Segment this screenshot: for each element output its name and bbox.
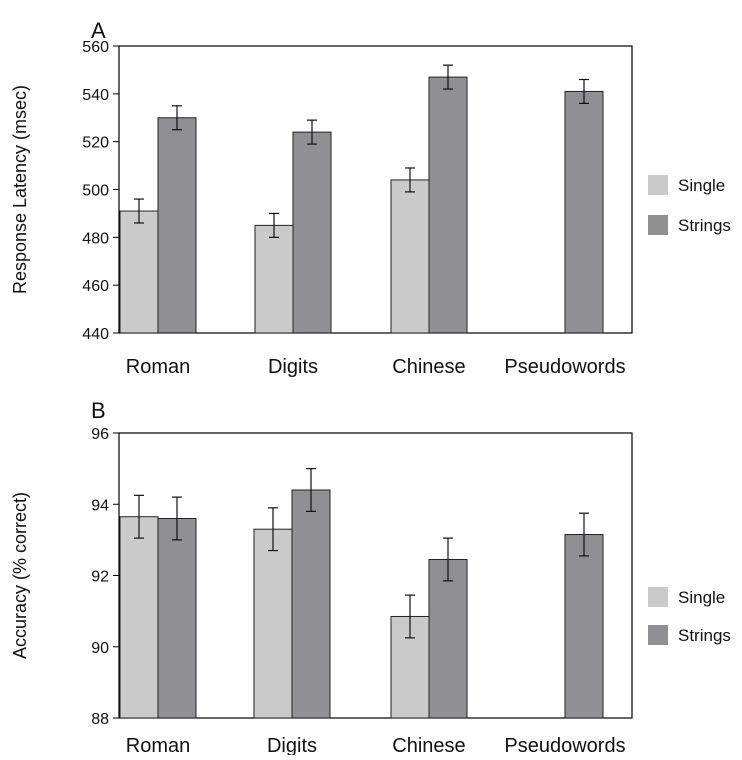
chart-panel-A: A 440 460 480 500 520 540 560 Response Latency (… (10, 18, 731, 378)
bar-single-digits (254, 224, 294, 334)
bar-strings-pseudowords (564, 90, 604, 334)
y-tick-label: 90 (91, 640, 109, 657)
y-axis-label: Response Latency (msec) (10, 85, 30, 294)
legend-swatch-single (648, 175, 668, 195)
bar-single-digits (253, 528, 293, 719)
y-tick-label: 94 (91, 497, 109, 514)
category-label: Pseudowords (504, 735, 625, 755)
y-tick-label: 460 (82, 278, 109, 295)
legend-label: Strings (678, 626, 731, 645)
y-tick-label: 480 (82, 230, 109, 247)
bar-strings-roman (157, 518, 197, 719)
category-label: Digits (267, 735, 317, 755)
y-tick-label: 96 (91, 426, 109, 443)
panel-letter: B (91, 398, 106, 423)
category-label: Digits (268, 356, 318, 378)
legend-label: Single (678, 588, 725, 607)
legend-label: Single (678, 176, 725, 195)
bar-single-roman (119, 210, 159, 334)
legend-swatch-strings (648, 215, 668, 235)
bar-single-roman (119, 516, 159, 719)
bar-strings-pseudowords (564, 534, 604, 719)
bar-strings-chinese (428, 76, 468, 334)
y-tick-label: 440 (82, 326, 109, 343)
bar-strings-chinese (428, 558, 468, 719)
bar-single-chinese (390, 179, 430, 334)
y-tick-label: 540 (82, 87, 109, 104)
bar-strings-digits (292, 131, 332, 334)
panel-letter: A (91, 18, 106, 43)
y-tick-label: 500 (82, 183, 109, 200)
category-label: Roman (126, 356, 190, 378)
category-label: Pseudowords (504, 356, 625, 378)
category-label: Chinese (392, 356, 465, 378)
legend-label: Strings (678, 216, 731, 235)
category-label: Roman (126, 735, 190, 755)
chart-panel-B: B 88 90 92 94 96 Accuracy (% correct) Roman Digi… (10, 398, 731, 757)
legend-swatch-single (648, 587, 668, 607)
y-tick-label: 520 (82, 135, 109, 152)
y-axis-label: Accuracy (% correct) (10, 492, 30, 659)
bar-strings-digits (291, 489, 331, 719)
legend-swatch-strings (648, 625, 668, 645)
y-tick-label: 92 (91, 569, 109, 586)
category-label: Chinese (392, 735, 465, 755)
bar-strings-roman (157, 117, 197, 334)
y-tick-label: 560 (82, 39, 109, 56)
y-tick-label: 88 (91, 711, 109, 728)
